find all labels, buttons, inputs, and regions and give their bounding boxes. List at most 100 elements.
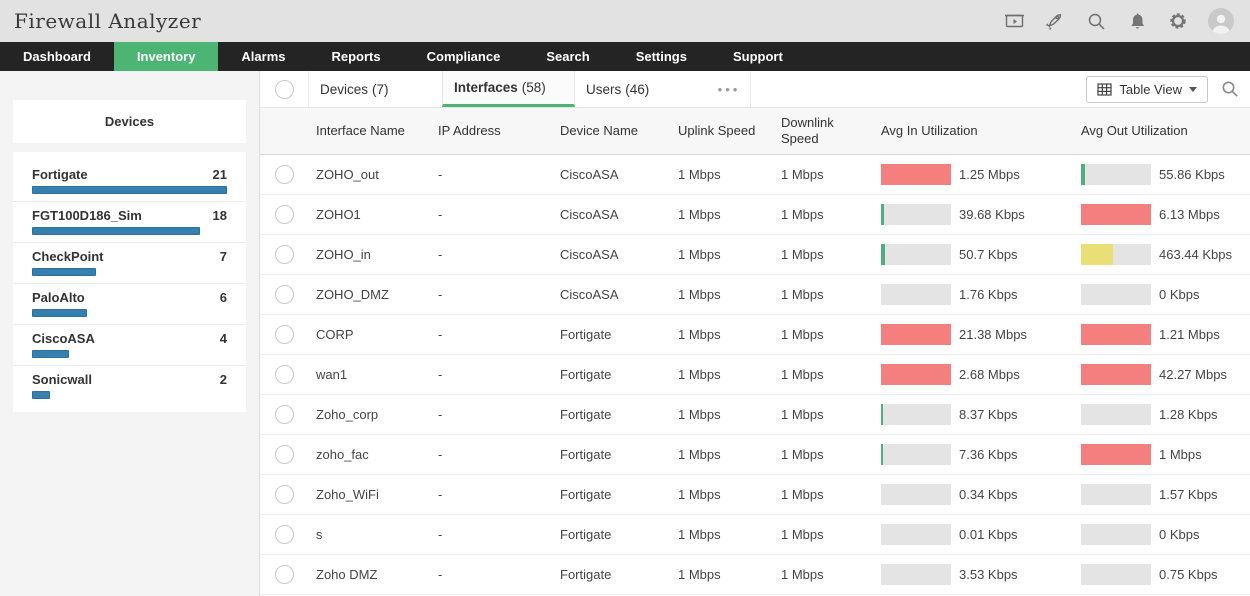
chevron-down-icon [1189, 86, 1197, 92]
device-row-fgt100d186-sim[interactable]: FGT100D186_Sim 18 [13, 202, 246, 243]
device-count-bar [32, 391, 50, 399]
row-select-cell [260, 525, 309, 544]
row-radio[interactable] [275, 405, 294, 424]
tab-count: (7) [372, 81, 389, 97]
ip-address-cell: - [438, 247, 443, 262]
device-count-bar [32, 309, 87, 317]
utilization-value: 0 Kbps [1159, 527, 1200, 542]
row-radio[interactable] [275, 165, 294, 184]
table-row[interactable]: Zoho DMZ - Fortigate 1 Mbps 1 Mbps 3.53 Kbps 0… [260, 555, 1250, 595]
utilization-value: 1.57 Kbps [1159, 487, 1218, 502]
utilization-value: 0.75 Kbps [1159, 567, 1218, 582]
device-row-ciscoasa[interactable]: CiscoASA 4 [13, 325, 246, 366]
table-row[interactable]: ZOHO_out - CiscoASA 1 Mbps 1 Mbps 1.25 Mbps 55… [260, 155, 1250, 195]
row-radio[interactable] [275, 445, 294, 464]
column-header-device-name: Device Name [560, 123, 639, 138]
more-tabs-button[interactable]: ••• [708, 71, 751, 107]
avg-in-utilization-cell: 50.7 Kbps [874, 244, 1074, 265]
device-name: Sonicwall [32, 372, 92, 387]
table-row[interactable]: CORP - Fortigate 1 Mbps 1 Mbps 21.38 Mbps 1.21… [260, 315, 1250, 355]
nav-item-compliance[interactable]: Compliance [426, 49, 501, 64]
table-row[interactable]: zoho_fac - Fortigate 1 Mbps 1 Mbps 7.36 Kbps 1… [260, 435, 1250, 475]
table-view-label: Table View [1119, 81, 1182, 97]
downlink-speed-cell: 1 Mbps [781, 407, 824, 422]
nav-item-reports[interactable]: Reports [331, 49, 381, 64]
tab-devices[interactable]: Devices (7) [309, 71, 442, 107]
utilization-value: 21.38 Mbps [959, 327, 1027, 342]
downlink-speed-cell: 1 Mbps [781, 167, 824, 182]
table-row[interactable]: Zoho_corp - Fortigate 1 Mbps 1 Mbps 8.37 Kbps… [260, 395, 1250, 435]
nav-item-support[interactable]: Support [732, 49, 783, 64]
gear-icon[interactable] [1167, 10, 1189, 32]
row-radio[interactable] [275, 285, 294, 304]
nav-item-settings[interactable]: Settings [635, 49, 687, 64]
utilization-bar-track [881, 564, 951, 585]
row-radio[interactable] [275, 525, 294, 544]
device-count: 21 [212, 167, 227, 182]
table-row[interactable]: Zoho_WiFi - Fortigate 1 Mbps 1 Mbps 0.34 Kbps… [260, 475, 1250, 515]
utilization-bar-track [881, 444, 951, 465]
device-name: FGT100D186_Sim [32, 208, 142, 223]
uplink-speed-cell: 1 Mbps [678, 247, 721, 262]
utilization-value: 463.44 Kbps [1159, 247, 1233, 262]
ip-address-cell: - [438, 567, 443, 582]
interface-name-cell: s [316, 527, 323, 542]
ip-address-cell: - [438, 447, 443, 462]
row-select-cell [260, 245, 309, 264]
table-row[interactable]: s - Fortigate 1 Mbps 1 Mbps 0.01 Kbps 0 Kbps [260, 515, 1250, 555]
device-row-checkpoint[interactable]: CheckPoint 7 [13, 243, 246, 284]
tab-interfaces[interactable]: Interfaces (58) [442, 71, 575, 107]
column-header-uplink-speed: Uplink Speed [678, 123, 756, 138]
row-radio[interactable] [275, 205, 294, 224]
utilization-bar-track [881, 324, 951, 345]
ip-address-cell: - [438, 487, 443, 502]
tab-count: (58) [521, 80, 546, 95]
uplink-speed-cell: 1 Mbps [678, 167, 721, 182]
row-radio[interactable] [275, 365, 294, 384]
interface-name-cell: wan1 [316, 367, 348, 382]
downlink-speed-cell: 1 Mbps [781, 207, 824, 222]
device-row-paloalto[interactable]: PaloAlto 6 [13, 284, 246, 325]
user-avatar[interactable] [1208, 8, 1234, 34]
avg-in-utilization-cell: 8.37 Kbps [874, 404, 1074, 425]
tab-users[interactable]: Users (46) [575, 71, 708, 107]
tabs-container: Devices (7) Interfaces (58) Users (46) [309, 71, 708, 107]
table-search-icon[interactable] [1221, 80, 1239, 98]
avg-in-utilization-cell: 39.68 Kbps [874, 204, 1074, 225]
bell-icon[interactable] [1126, 10, 1148, 32]
utilization-bar-fill [1081, 444, 1151, 465]
row-radio[interactable] [275, 325, 294, 344]
search-icon[interactable] [1085, 10, 1107, 32]
device-row-fortigate[interactable]: Fortigate 21 [13, 161, 246, 202]
utilization-bar-fill [881, 444, 884, 465]
presentation-icon[interactable] [1003, 10, 1025, 32]
utilization-bar-fill [881, 204, 884, 225]
nav-item-inventory[interactable]: Inventory [113, 42, 219, 71]
device-row-sonicwall[interactable]: Sonicwall 2 [13, 366, 246, 406]
row-select-cell [260, 285, 309, 304]
row-radio[interactable] [275, 565, 294, 584]
interface-name-cell: Zoho_corp [316, 407, 379, 422]
ip-address-cell: - [438, 207, 443, 222]
select-all-radio[interactable] [274, 79, 294, 99]
rocket-icon[interactable] [1044, 10, 1066, 32]
table-row[interactable]: wan1 - Fortigate 1 Mbps 1 Mbps 2.68 Mbps 42.27… [260, 355, 1250, 395]
downlink-speed-cell: 1 Mbps [781, 447, 824, 462]
nav-item-search[interactable]: Search [546, 49, 590, 64]
device-count: 7 [219, 249, 227, 264]
nav-item-alarms[interactable]: Alarms [241, 49, 286, 64]
table-row[interactable]: ZOHO_in - CiscoASA 1 Mbps 1 Mbps 50.7 Kbps 463… [260, 235, 1250, 275]
app-title: Firewall Analyzer [14, 9, 202, 33]
utilization-bar-fill [1081, 244, 1114, 265]
table-view-dropdown[interactable]: Table View [1086, 75, 1208, 103]
table-row[interactable]: ZOHO_DMZ - CiscoASA 1 Mbps 1 Mbps 1.76 Kbps 0 … [260, 275, 1250, 315]
utilization-value: 2.68 Mbps [959, 367, 1020, 382]
device-name-cell: CiscoASA [560, 207, 619, 222]
row-radio[interactable] [275, 485, 294, 504]
table-row[interactable]: ZOHO1 - CiscoASA 1 Mbps 1 Mbps 39.68 Kbps 6.13… [260, 195, 1250, 235]
nav-item-dashboard[interactable]: Dashboard [23, 49, 91, 64]
avg-in-utilization-cell: 1.76 Kbps [874, 284, 1074, 305]
utilization-value: 0.01 Kbps [959, 527, 1018, 542]
row-radio[interactable] [275, 245, 294, 264]
